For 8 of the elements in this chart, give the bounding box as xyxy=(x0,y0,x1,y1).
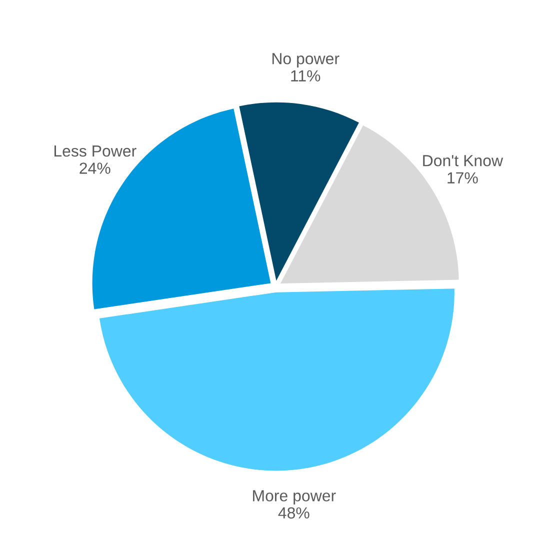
slice-label: More power xyxy=(253,490,336,505)
slice-label: No power xyxy=(272,53,340,68)
data-label: 11% xyxy=(291,70,320,82)
slice-label: Don't Know xyxy=(423,155,504,166)
data-label: 17% xyxy=(448,172,478,184)
data-label: 48% xyxy=(278,507,310,519)
data-label: 24% xyxy=(80,162,110,174)
slice-label: Less Power xyxy=(54,146,136,157)
